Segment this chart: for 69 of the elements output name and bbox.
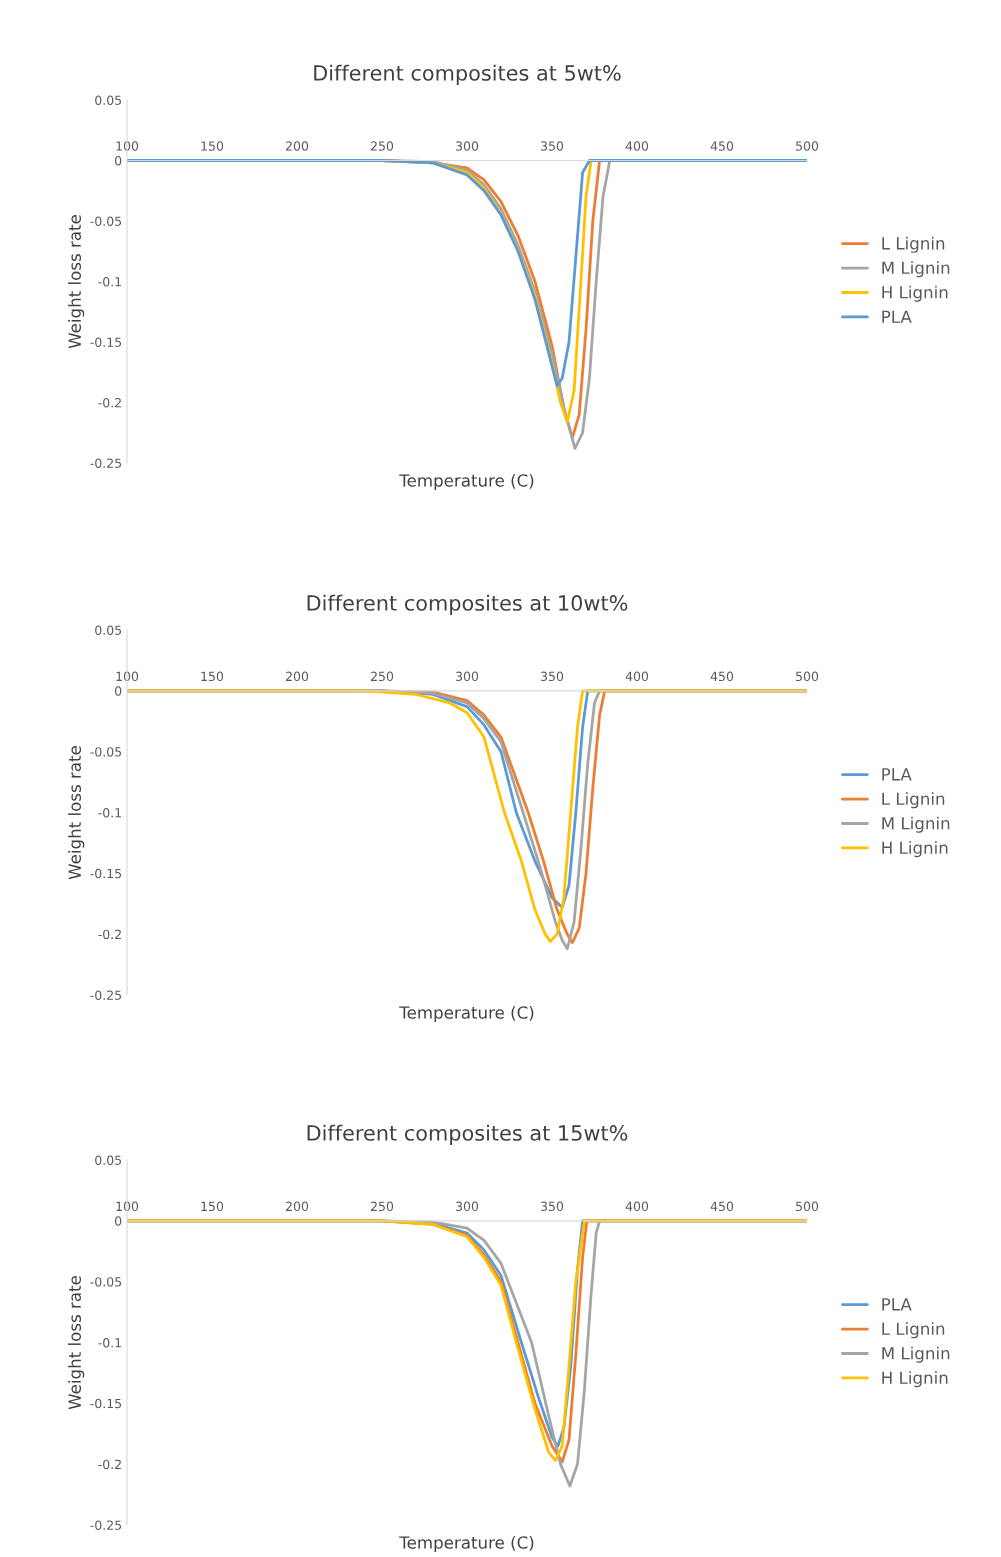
y-tick-label: -0.1 (98, 1337, 121, 1348)
x-tick-label: 400 (625, 141, 649, 151)
legend-label: M Lignin (882, 816, 950, 833)
y-axis-title: Weight loss rate (68, 746, 85, 880)
x-tick-label: 300 (456, 141, 479, 151)
x-tick-label: 300 (456, 671, 479, 682)
y-tick-label: 0.05 (95, 95, 122, 105)
legend-label: H Lignin (882, 1371, 948, 1388)
x-tick-label: 150 (201, 141, 224, 151)
x-tick-label: 250 (370, 141, 394, 151)
x-tick-label: 350 (541, 671, 564, 682)
y-tick-label: -0.05 (90, 1277, 122, 1287)
legend-label: L Lignin (882, 1322, 945, 1339)
x-tick-label: 150 (201, 671, 224, 682)
x-tick-label: 250 (370, 1201, 394, 1212)
x-tick-label: 150 (201, 1201, 224, 1212)
x-tick-label: 300 (456, 1201, 479, 1212)
x-tick-label: 400 (625, 671, 649, 682)
legend-label: PLA (882, 1298, 912, 1311)
x-tick-label: 500 (796, 1201, 819, 1212)
x-axis-title: Temperature (C) (399, 473, 534, 491)
x-tick-label: 350 (541, 141, 564, 151)
x-tick-label: 500 (796, 141, 819, 151)
x-tick-label: 450 (710, 671, 734, 682)
y-tick-label: 0.05 (95, 625, 122, 635)
chart-title: Different composites at 10wt% (307, 594, 628, 615)
y-tick-label: 0 (115, 1216, 122, 1226)
y-tick-label: -0.05 (90, 747, 122, 757)
legend-label: M Lignin (882, 261, 950, 278)
y-axis-title: Weight loss rate (68, 215, 85, 349)
x-axis-title: Temperature (C) (399, 1535, 534, 1553)
legend-label: PLA (882, 768, 912, 781)
y-tick-label: -0.15 (90, 868, 122, 879)
chart-title: Different composites at 15wt% (307, 1124, 628, 1145)
legend-label: L Lignin (882, 236, 945, 253)
x-tick-label: 100 (116, 671, 139, 682)
y-tick-label: 0 (115, 155, 122, 166)
y-tick-label: -0.25 (90, 990, 122, 1000)
y-tick-label: -0.05 (90, 216, 122, 226)
y-tick-label: -0.25 (90, 458, 122, 468)
y-tick-label: -0.2 (98, 1459, 121, 1470)
y-tick-label: -0.15 (90, 337, 122, 347)
x-tick-label: 400 (625, 1201, 649, 1212)
legend-label: H Lignin (882, 285, 948, 302)
x-tick-label: 100 (116, 1201, 139, 1212)
legend-label: L Lignin (882, 792, 945, 809)
y-tick-label: 0.05 (95, 1155, 122, 1165)
y-tick-label: -0.25 (90, 1520, 122, 1530)
x-tick-label: 450 (710, 141, 734, 151)
y-axis-title: Weight loss rate (68, 1276, 85, 1410)
x-tick-label: 200 (285, 1201, 309, 1212)
x-tick-label: 350 (541, 1201, 564, 1212)
y-tick-label: 0 (115, 686, 122, 696)
x-tick-label: 200 (285, 141, 309, 151)
y-tick-label: -0.1 (98, 276, 121, 287)
x-axis-title: Temperature (C) (399, 1005, 534, 1023)
legend-label: PLA (882, 310, 912, 323)
legend-label: M Lignin (882, 1346, 950, 1363)
chart-title: Different composites at 5wt% (314, 64, 621, 85)
y-tick-label: -0.1 (98, 807, 121, 818)
x-tick-label: 100 (116, 141, 139, 151)
legend-label: H Lignin (882, 841, 948, 858)
y-tick-label: -0.2 (98, 929, 121, 940)
y-tick-label: -0.2 (98, 397, 121, 408)
x-tick-label: 500 (796, 671, 819, 682)
x-tick-label: 450 (710, 1201, 734, 1212)
y-tick-label: -0.15 (90, 1398, 122, 1409)
x-tick-label: 250 (370, 671, 394, 682)
x-tick-label: 200 (285, 671, 309, 682)
